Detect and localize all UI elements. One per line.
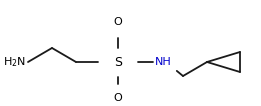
Text: H$_2$N: H$_2$N bbox=[3, 55, 26, 69]
Text: O: O bbox=[114, 17, 122, 27]
Text: O: O bbox=[114, 93, 122, 103]
Text: S: S bbox=[114, 56, 122, 68]
Text: NH: NH bbox=[155, 57, 172, 67]
